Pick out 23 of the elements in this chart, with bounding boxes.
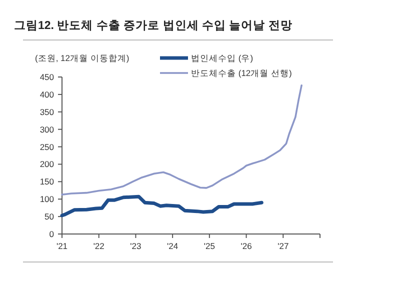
x-tick-label: '22 [93,241,105,251]
y-tick-label: 350 [40,106,54,117]
x-tick-label: '26 [240,241,252,251]
y-axis-title: (조원, 12개월 이동합계) [35,53,130,63]
y-tick-label: 200 [40,159,54,170]
y-tick-label: 100 [40,194,54,204]
y-tick-label: 0 [49,229,54,239]
legend-label: 법인세수입 (우) [191,53,254,63]
y-tick-label: 250 [40,142,54,152]
y-tick-label: 450 [40,72,54,82]
y-tick-label: 400 [40,89,54,100]
line-series [60,194,264,218]
x-tick-label: '21 [56,241,68,251]
x-tick-label: '23 [130,241,142,251]
y-tick-label: 150 [40,176,54,187]
y-tick-label: 300 [40,124,54,134]
y-tick-label: 50 [44,212,54,222]
x-tick-label: '25 [204,241,216,251]
x-tick-label: '24 [167,241,178,251]
x-tick-label: '27 [278,241,289,251]
line-series [61,84,302,196]
chart-title: 그림12. 반도체 수출 증가로 법인세 수입 늘어날 전망 [14,19,292,32]
legend-label: 반도체수출 (12개월 선행) [191,68,292,78]
